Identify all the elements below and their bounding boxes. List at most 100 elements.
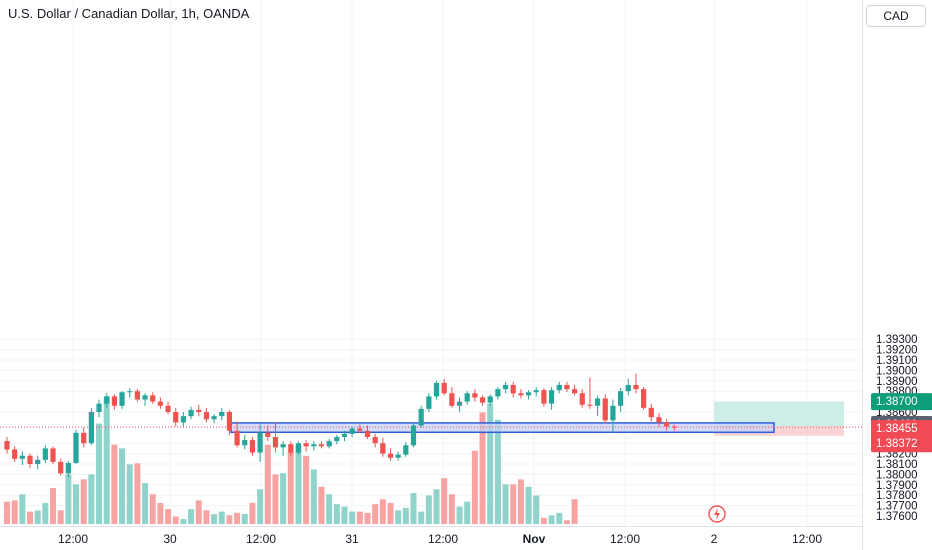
candle-body [42,448,48,460]
candle-body [364,430,371,437]
alert-icon-bolt [714,508,720,520]
support-zone [230,422,775,434]
candle-body [4,441,10,450]
volume-bar [556,512,563,524]
volume-bar [487,403,494,524]
volume-bar [249,502,256,524]
candle-body [556,384,562,391]
candle-body [525,392,532,396]
volume-bar [195,500,202,524]
candle-body [602,398,608,421]
volume-bar [295,445,302,524]
candle-body [548,390,555,404]
volume-bar [180,519,187,524]
candle-body [564,384,570,390]
volume-bar [211,514,218,524]
x-tick-label: 12:00 [58,532,88,546]
candle-body [594,398,601,406]
volume-bar [287,450,294,524]
candle-body [104,396,110,404]
y-tick-label: 1.37700 [876,501,918,513]
candlesticks [4,373,677,478]
candle-body [334,436,340,442]
candle-body [226,412,233,431]
x-tick-label: Nov [523,532,546,546]
volume-bar [379,499,386,524]
candle-body [571,389,578,394]
candle-body [58,461,64,474]
volume-bar [448,494,455,524]
volume-bar [395,510,402,524]
candle-body [403,445,409,455]
volume-bar [111,444,118,524]
volume-bar [11,500,18,524]
volume-bar [103,396,110,524]
volume-bar [372,504,379,524]
candle-body [303,443,309,447]
candle-body [418,408,424,426]
grid [0,0,862,526]
volume-bar [264,444,271,524]
volume-bar [341,506,348,524]
x-tick-label: 30 [163,532,177,546]
volume-bar [418,511,425,524]
y-tick-label: 1.38100 [876,459,918,471]
candle-body [203,412,210,420]
alert-icon [708,505,726,523]
x-tick-label: 12:00 [246,532,276,546]
candle-body [664,422,670,427]
y-tick-label: 1.39000 [876,365,918,377]
y-tick-label: 1.37600 [876,511,918,523]
volume-bar [441,478,448,524]
stop-price-tag: 1.38372 [871,435,932,453]
y-tick-label: 1.38000 [876,469,918,481]
candle-body [618,391,624,406]
candle-body [280,444,286,448]
chart-title: U.S. Dollar / Canadian Dollar, 1h, OANDA [8,6,250,21]
candle-body [188,409,194,417]
volume-bar [34,510,41,524]
volume-bar [356,511,363,524]
y-tick-label: 1.39300 [876,334,918,346]
candle-body [157,401,163,406]
volume-bar [88,474,95,524]
volume-bar [471,450,478,524]
candle-body [464,393,470,402]
candle-body [357,428,363,431]
volume-bar [402,507,409,524]
y-tick-label: 1.39200 [876,345,918,357]
volume-bar [494,419,501,524]
volume-bar [456,506,463,524]
volume-bar [126,464,133,524]
candle-body [625,384,631,392]
volume-bars [4,396,578,524]
target-price-tag-text: 1.38700 [876,396,918,408]
x-tick-label: 12:00 [428,532,458,546]
last-price-tag-text: 1.38455 [876,423,918,435]
candle-body [88,412,94,444]
y-tick-label: 1.39100 [876,355,918,367]
candle-body [395,454,401,458]
candle-body [326,441,332,447]
volume-bar [57,510,64,524]
candle-body [35,459,41,464]
candle-body [610,405,616,421]
candle-body [349,428,355,434]
volume-bar [257,489,264,524]
candle-body [295,443,302,453]
volume-bar [533,495,540,524]
candle-body [410,425,417,446]
volume-bar [188,509,195,524]
candle-body [19,455,25,459]
volume-bar [349,511,356,524]
candle-body [150,395,156,402]
candle-body [134,391,140,400]
currency-button[interactable]: CAD [866,5,926,27]
y-tick-label: 1.37900 [876,480,918,492]
volume-bar [234,512,241,524]
volume-bar [517,479,524,524]
volume-bar [479,412,486,524]
volume-bar [433,489,440,524]
